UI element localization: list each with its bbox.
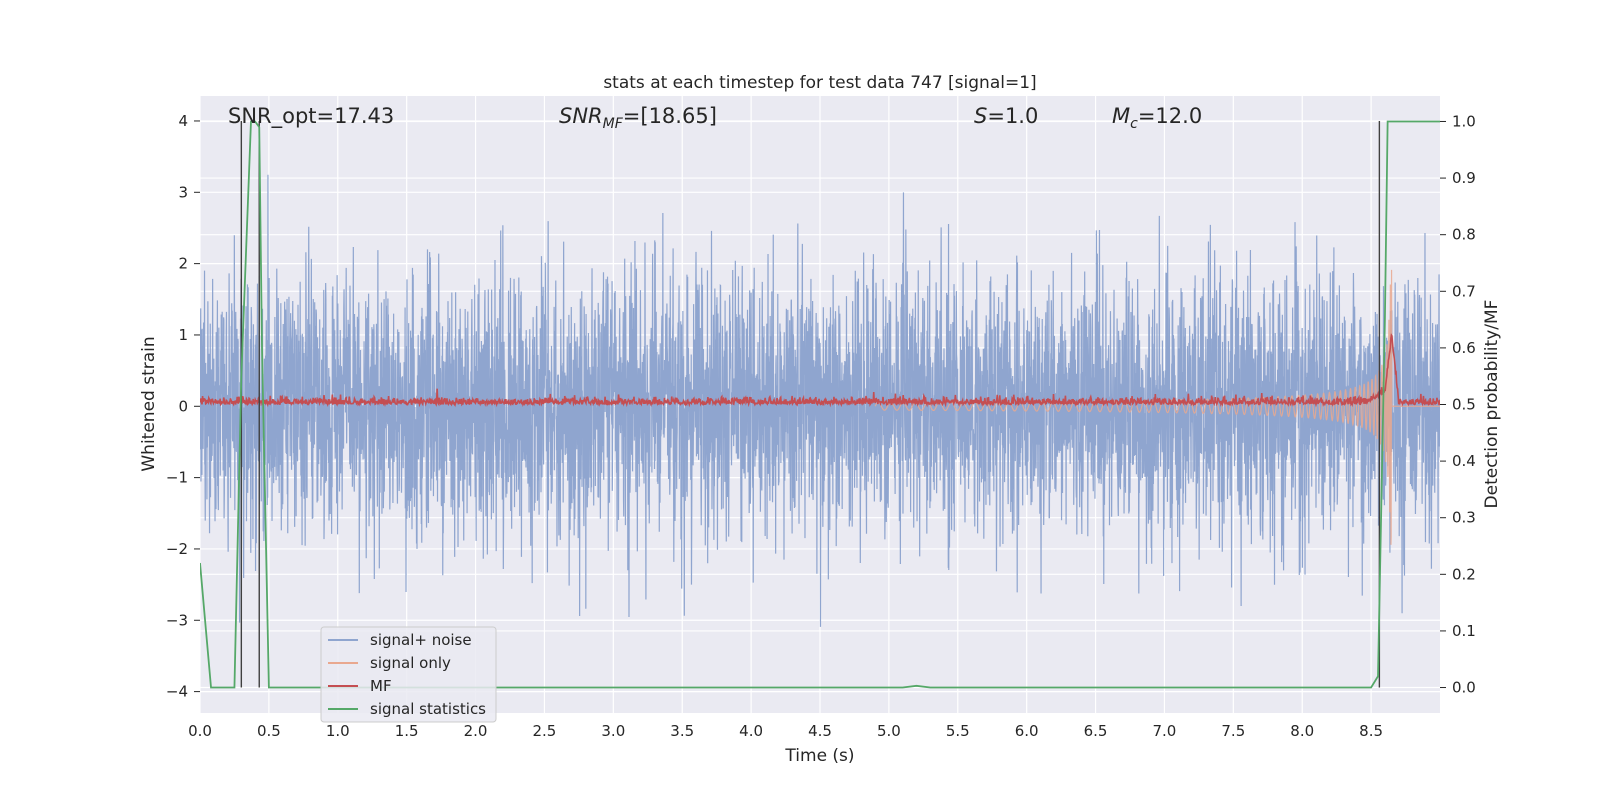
x-tick-label: 6.0	[1015, 722, 1039, 740]
annotation-s-symbol: S	[974, 104, 987, 128]
y-right-tick-label: 0.7	[1452, 282, 1476, 300]
y-right-tick-label: 1.0	[1452, 112, 1476, 130]
legend: signal+ noise signal only MF signal stat…	[320, 626, 497, 723]
y-axis-right-label: Detection probability/MF	[1482, 300, 1502, 509]
y-right-tick-label: 0.8	[1452, 226, 1476, 244]
legend-box	[320, 626, 497, 723]
annotation-snr-opt: SNR_opt=17.43	[228, 104, 394, 129]
y-left-tick-label: −2	[166, 540, 188, 558]
y-right-tick-label: 0.0	[1452, 679, 1476, 697]
x-tick-label: 7.5	[1221, 722, 1245, 740]
x-tick-label: 3.0	[601, 722, 625, 740]
annotation-mc-subscript: c	[1130, 116, 1138, 132]
x-tick-label: 7.0	[1153, 722, 1177, 740]
x-tick-label: 0.0	[188, 722, 212, 740]
x-tick-label: 0.5	[257, 722, 281, 740]
x-tick-label: 2.0	[464, 722, 488, 740]
y-axis-left-label: Whitened strain	[139, 336, 159, 471]
y-left-tick-label: 2	[178, 255, 188, 273]
annotation-snr-mf-symbol: SNR	[559, 104, 603, 128]
x-tick-label: 1.5	[395, 722, 419, 740]
legend-label-signal-only: signal only	[370, 654, 451, 672]
y-right-tick-label: 0.1	[1452, 622, 1476, 640]
series-signal-statistics	[200, 120, 1440, 689]
series-layer	[200, 120, 1440, 689]
annotation-mc-symbol: M	[1112, 104, 1130, 128]
x-tick-label: 4.0	[739, 722, 763, 740]
x-tick-label: 4.5	[808, 722, 832, 740]
y-left-tick-label: 4	[178, 112, 188, 130]
x-tick-label: 5.5	[946, 722, 970, 740]
y-right-tick-label: 0.2	[1452, 565, 1476, 583]
x-axis-label: Time (s)	[784, 746, 854, 766]
series-mf	[200, 333, 1440, 408]
annotation-s-value: =1.0	[987, 104, 1038, 128]
x-tick-label: 8.0	[1290, 722, 1314, 740]
annotation-mc: Mc=12.0	[1112, 104, 1202, 132]
annotation-snr-mf-value: =[18.65]	[623, 104, 717, 128]
x-tick-label: 5.0	[877, 722, 901, 740]
y-left-tick-label: −4	[166, 683, 188, 701]
y-right-tick-label: 0.3	[1452, 509, 1476, 527]
x-tick-label: 8.5	[1359, 722, 1383, 740]
annotation-s: S=1.0	[974, 104, 1038, 128]
x-tick-label: 6.5	[1084, 722, 1108, 740]
series-signal-noise	[200, 174, 1440, 627]
x-tick-label: 3.5	[670, 722, 694, 740]
annotation-snr-mf: SNRMF=[18.65]	[559, 104, 717, 132]
y-left-tick-label: 0	[178, 397, 188, 415]
y-left-tick-label: 1	[178, 326, 188, 344]
y-right-tick-label: 0.9	[1452, 169, 1476, 187]
x-tick-label: 2.5	[533, 722, 557, 740]
y-left-tick-label: −1	[166, 469, 188, 487]
y-left-tick-label: 3	[178, 183, 188, 201]
tick-labels: 0.0 0.5 1.0 1.5 2.0 2.5 3.0 3.5 4.0 4.5 5.0 5.5 6.0 6…	[166, 112, 1476, 740]
legend-label-signal-noise: signal+ noise	[370, 631, 472, 649]
x-tick-label: 1.0	[326, 722, 350, 740]
y-right-tick-label: 0.4	[1452, 452, 1476, 470]
y-left-tick-label: −3	[166, 611, 188, 629]
chart-title: stats at each timestep for test data 747…	[603, 73, 1036, 93]
annotation-snr-mf-subscript: MF	[603, 116, 624, 132]
y-right-tick-label: 0.5	[1452, 396, 1476, 414]
legend-label-mf: MF	[370, 677, 392, 695]
y-right-tick-label: 0.6	[1452, 339, 1476, 357]
annotation-mc-value: =12.0	[1138, 104, 1202, 128]
legend-label-signal-statistics: signal statistics	[370, 700, 486, 718]
